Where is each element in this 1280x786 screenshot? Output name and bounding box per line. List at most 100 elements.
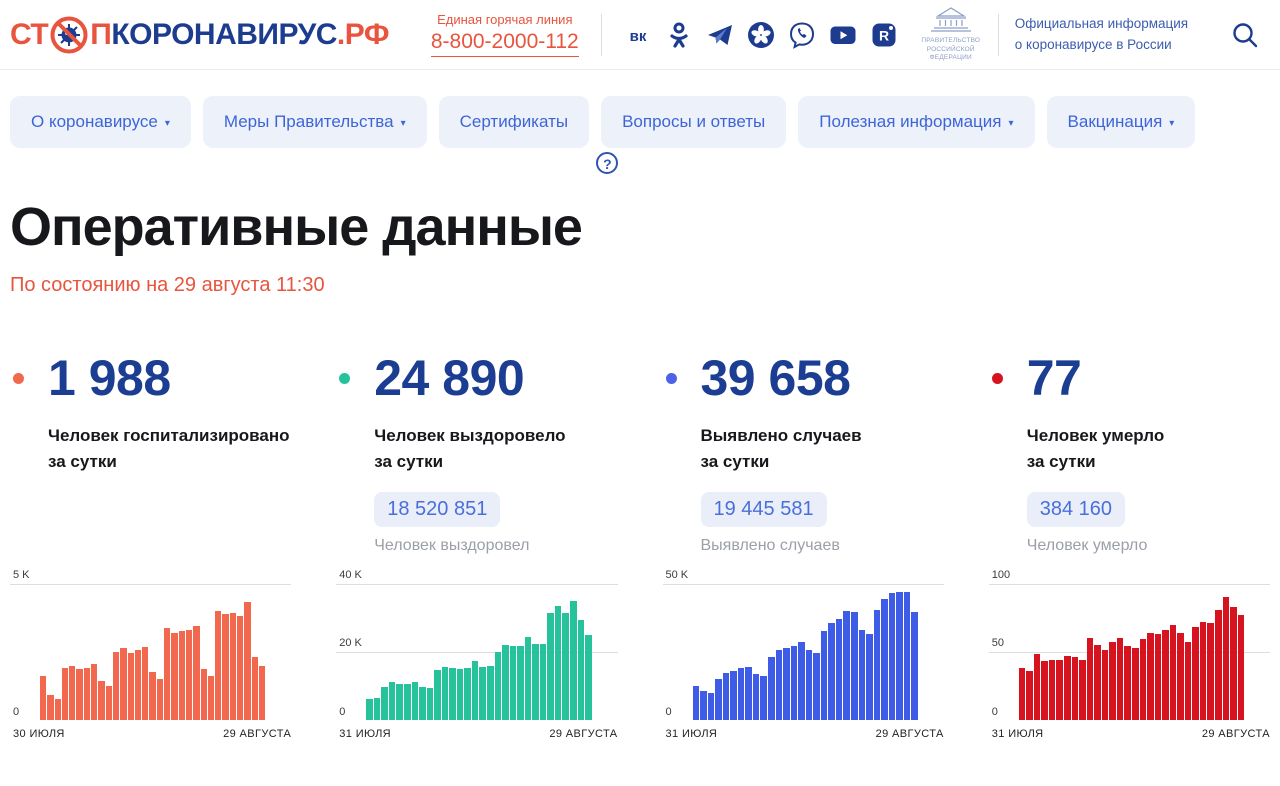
deaths-total-badge: 384 160 xyxy=(1026,491,1126,527)
x-axis-start-label: 30 ИЮЛЯ xyxy=(13,727,65,740)
chart-bar xyxy=(517,645,524,720)
nav-item-questions-answers[interactable]: Вопросы и ответы xyxy=(601,96,787,148)
chart-bar xyxy=(813,653,820,720)
chart-bar xyxy=(752,674,760,720)
as-of-date: По состоянию на 29 августа 11:30 xyxy=(10,274,325,296)
chart-bar xyxy=(120,648,127,720)
chart-bar xyxy=(47,694,54,720)
x-axis-labels: 31 ИЮЛЯ 29 АВГУСТА xyxy=(992,728,1270,740)
chart-bar xyxy=(1154,634,1162,720)
y-axis-zero-label: 0 xyxy=(339,705,346,718)
chart-bar xyxy=(745,666,752,720)
chart-bar xyxy=(850,612,858,720)
chart-bar xyxy=(76,669,83,720)
chart-bar xyxy=(237,616,244,720)
chart-bar xyxy=(1101,650,1109,720)
chart-bar xyxy=(403,683,411,720)
chart-bar xyxy=(449,668,456,720)
chart-bar xyxy=(585,635,592,720)
hotline-phone-link[interactable]: 8-800-2000-112 xyxy=(430,29,579,57)
nav-item-useful-information[interactable]: Полезная информация ▾ xyxy=(798,96,1035,148)
chart-bar xyxy=(1222,597,1230,720)
deaths-chart: 100 50 0 31 ИЮЛЯ 29 АВГУСТА xyxy=(988,569,1270,745)
youtube-icon[interactable] xyxy=(829,21,857,49)
chart-bar xyxy=(388,682,396,720)
nav-item-about-coronavirus[interactable]: О коронавирусе ▾ xyxy=(10,96,191,148)
main-content: Оперативные данные ? По состоянию на 29 … xyxy=(0,148,1280,745)
chart-bar xyxy=(1139,639,1147,720)
chart-bar xyxy=(760,676,767,720)
recovered-chart: 40 K 20 K 0 31 ИЮЛЯ 29 АВГУСТА xyxy=(336,569,618,745)
chart-bar xyxy=(1048,659,1056,720)
logo-text-p: П xyxy=(90,17,112,51)
main-nav: О коронавирусе ▾ Меры Правительства ▾ Сертиф… xyxy=(10,96,1270,148)
nav-item-certificates[interactable]: Сертификаты xyxy=(438,96,590,148)
chart-bar xyxy=(164,628,171,720)
government-block[interactable]: ПРАВИТЕЛЬСТВО РОССИЙСКОЙ ФЕДЕРАЦИИ Офици… xyxy=(920,6,1188,62)
chart-bar xyxy=(828,623,835,720)
chart-bar xyxy=(434,670,441,720)
deaths-dot-icon xyxy=(991,373,1003,384)
search-icon[interactable] xyxy=(1230,20,1260,50)
y-axis-mid-label: 50 xyxy=(991,636,1004,649)
rutube-icon[interactable]: R xyxy=(870,21,898,49)
chart-bar xyxy=(193,626,200,720)
chevron-down-icon: ▾ xyxy=(1169,117,1175,129)
chart-bar xyxy=(577,620,585,720)
chevron-down-icon: ▾ xyxy=(164,117,170,129)
chart-bar xyxy=(1184,642,1192,720)
recovered-bars xyxy=(366,584,592,720)
x-axis-start-label: 31 ИЮЛЯ xyxy=(991,727,1044,740)
chart-bar xyxy=(1071,657,1079,720)
chart-bar xyxy=(539,643,547,720)
nav-item-vaccination[interactable]: Вакцинация ▾ xyxy=(1046,96,1196,148)
viber-icon[interactable] xyxy=(788,21,816,49)
chart-bar xyxy=(487,665,494,720)
chart-bar xyxy=(142,646,149,720)
chart-bar xyxy=(83,667,91,720)
chart-bar xyxy=(149,672,156,720)
stats-row: 1 988 Человек госпитализировано за сутки 24… xyxy=(10,349,1270,555)
chart-bar xyxy=(843,610,850,720)
chart-bar xyxy=(783,647,790,720)
chart-bar xyxy=(835,619,843,720)
y-axis-zero-label: 0 xyxy=(991,705,998,718)
chart-bar xyxy=(366,698,373,720)
nav-item-label: Вопросы и ответы xyxy=(622,112,766,131)
government-org-name: ПРАВИТЕЛЬСТВО РОССИЙСКОЙ ФЕДЕРАЦИИ xyxy=(921,37,981,62)
y-axis-mid-label: 20 K xyxy=(339,636,362,649)
chart-bar xyxy=(707,693,715,720)
hotline-block: Единая горячая линия 8-800-2000-112 xyxy=(430,12,579,57)
chart-bar xyxy=(896,591,903,720)
nav-item-government-measures[interactable]: Меры Правительства ▾ xyxy=(202,96,427,148)
hospitalized-dot-icon xyxy=(13,373,24,384)
chart-bar xyxy=(258,665,266,720)
vk-icon[interactable]: вк xyxy=(624,21,652,49)
chart-bar xyxy=(873,609,881,720)
chart-bar xyxy=(207,675,215,720)
chart-bar xyxy=(1207,623,1214,720)
chart-bar xyxy=(1214,609,1222,720)
x-axis-end-label: 29 АВГУСТА xyxy=(549,727,618,740)
telegram-icon[interactable] xyxy=(706,21,734,49)
chart-bar xyxy=(767,657,775,720)
help-question-icon[interactable]: ? xyxy=(596,152,619,174)
flower-icon[interactable] xyxy=(747,21,775,49)
chart-bar xyxy=(178,631,185,720)
chart-bar xyxy=(419,687,426,720)
cases-total-badge: 19 445 581 xyxy=(700,491,827,527)
x-axis-labels: 31 ИЮЛЯ 29 АВГУСТА xyxy=(339,728,617,740)
chart-bar xyxy=(1041,661,1048,720)
nav-item-label: О коронавирусе xyxy=(31,112,158,131)
site-logo[interactable]: СТ П КОРОНАВИРУС .РФ xyxy=(10,15,389,55)
gridline xyxy=(336,651,618,653)
x-axis-labels: 31 ИЮЛЯ 29 АВГУСТА xyxy=(666,728,944,740)
chart-bar xyxy=(171,632,178,720)
chart-bar xyxy=(98,680,105,720)
deaths-label: Человек умерло за сутки xyxy=(1026,426,1165,472)
chart-bar xyxy=(858,629,866,720)
chart-bar xyxy=(903,592,911,720)
odnoklassniki-icon[interactable] xyxy=(665,21,693,49)
chart-bar xyxy=(1033,654,1041,720)
social-links: вк R xyxy=(624,21,898,49)
